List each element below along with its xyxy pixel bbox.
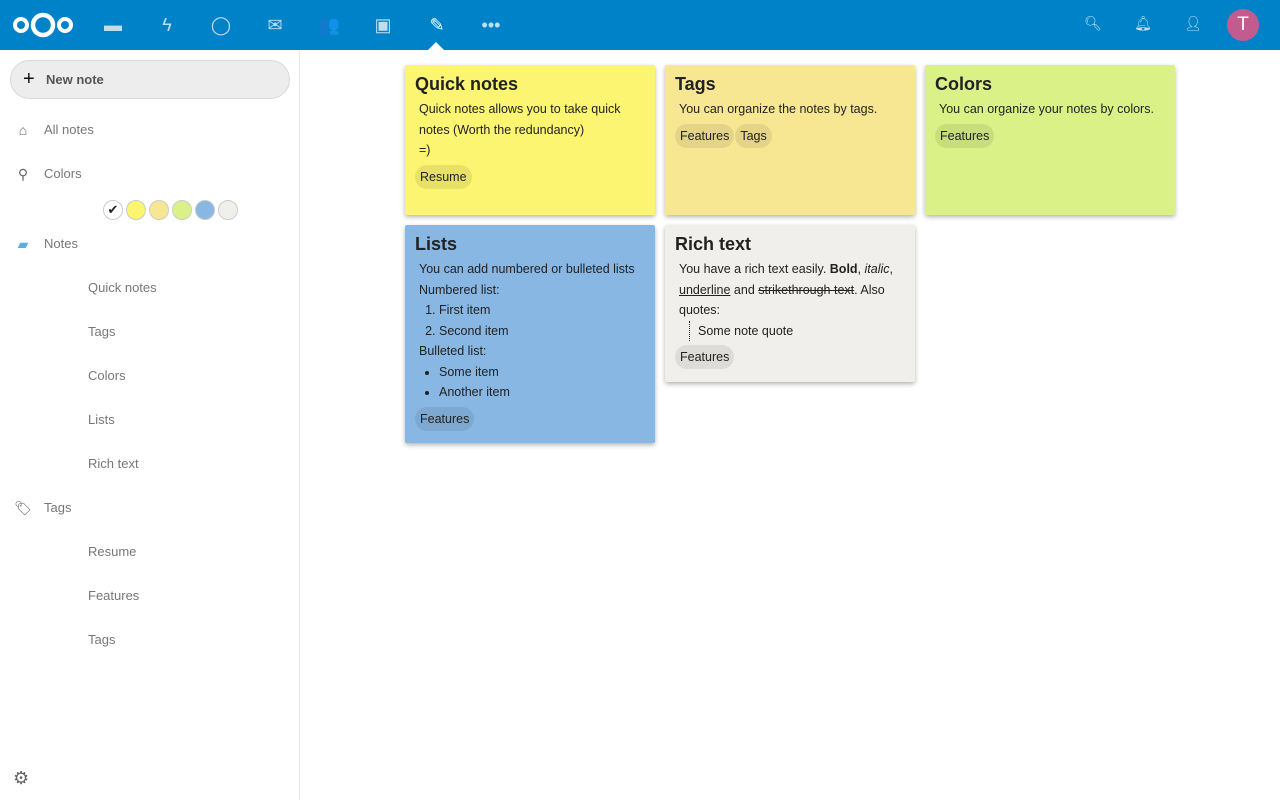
tag-chip[interactable]: Features [675,123,735,148]
color-swatch[interactable] [172,200,192,220]
note-card-tags[interactable]: Tags You can organize the notes by tags.… [665,65,915,215]
text: and [730,282,759,297]
tag-icon: 🏷︎ [14,500,32,516]
top-bar: ▬ ϟ ◯ ✉ 👥 ▣ ✎ ••• 🔍︎ 🔔︎ 👤︎ T [0,0,1280,50]
folder-icon: ▰ [17,236,29,252]
list-item: Another item [439,382,645,403]
underline-text: underline [679,282,731,297]
note-card-quick-notes[interactable]: Quick notes Quick notes allows you to ta… [405,65,655,215]
label: Resume [88,544,137,559]
sidebar: + New note ⌂ All notes ⚲ Colors ✔ ▰ Notes Qu… [0,50,300,800]
color-swatch-all[interactable]: ✔ [103,200,123,220]
sidebar-subitem[interactable]: Lists [0,398,300,442]
contacts-menu-icon[interactable]: 👤︎ [1184,15,1202,31]
note-text: You can organize your notes by colors. [939,102,1154,116]
label: Rich text [88,456,139,471]
sidebar-subitem[interactable]: Tags [0,618,300,662]
list-item: Some item [439,362,645,383]
new-note-button[interactable]: + New note [10,60,290,99]
files-icon[interactable]: ▬ [104,15,122,35]
text: , [857,262,865,276]
tag-chip[interactable]: Features [935,123,995,148]
sidebar-subitem[interactable]: Quick notes [0,266,300,310]
sidebar-item-tags[interactable]: 🏷︎ Tags [0,486,300,530]
activity-icon[interactable]: ϟ [162,15,172,35]
sidebar-item-notes[interactable]: ▰ Notes [0,222,300,266]
color-swatch[interactable] [195,200,215,220]
tag-chip[interactable]: Resume [415,164,472,189]
italic-text: italic [864,262,890,276]
text: You have a rich text easily. [679,262,830,276]
note-text: Quick notes allows you to take quick not… [419,102,621,137]
tag-chip[interactable]: Tags [735,123,772,148]
quote: Some note quote [689,320,905,341]
sidebar-subitem[interactable]: Resume [0,530,300,574]
label: Lists [88,412,115,427]
active-app-indicator [428,42,444,50]
bold-text: Bold [829,262,858,276]
color-filter: ✔ [103,200,241,220]
contacts-icon[interactable]: 👥 [317,15,341,35]
sidebar-subitem[interactable]: Rich text [0,442,300,486]
more-icon[interactable]: ••• [481,15,501,35]
note-text: You can add numbered or bulleted lists [419,262,635,276]
new-note-label: New note [46,72,104,87]
note-title: Lists [415,234,458,254]
label: Features [88,588,140,603]
mail-icon[interactable]: ✉ [267,15,283,35]
label: Quick notes [88,280,157,295]
sidebar-subitem[interactable]: Features [0,574,300,618]
label: Tags [88,324,116,339]
note-card-lists[interactable]: Lists You can add numbered or bulleted l… [405,225,655,443]
sidebar-item-colors[interactable]: ⚲ Colors [0,152,300,196]
sidebar-subitem[interactable]: Colors [0,354,300,398]
strike-text: strikethrough text [758,282,855,297]
label: Tags [44,500,72,515]
text: . Also quotes: [679,282,885,318]
note-title: Tags [675,74,716,94]
search-icon[interactable]: 🔍︎ [1084,15,1102,31]
home-icon: ⌂ [18,122,28,138]
text: , [889,262,894,276]
color-swatch[interactable] [149,200,169,220]
talk-icon[interactable]: ◯ [210,15,232,35]
note-title: Rich text [675,234,752,254]
sidebar-subitem[interactable]: Tags [0,310,300,354]
note-text: Numbered list: [419,282,500,297]
note-card-colors[interactable]: Colors You can organize your notes by co… [925,65,1175,215]
list-item: First item [439,300,645,321]
color-swatch[interactable] [218,200,238,220]
bell-icon[interactable]: 🔔︎ [1134,15,1152,31]
label: Colors [44,166,82,181]
plus-icon: + [23,68,35,90]
avatar[interactable]: T [1227,9,1259,41]
color-swatch[interactable] [126,200,146,220]
note-text: Bulleted list: [419,344,487,358]
note-card-rich-text[interactable]: Rich text You have a rich text easily. B… [665,225,915,382]
calendar-icon[interactable]: ▣ [374,15,392,35]
search-icon: ⚲ [17,166,29,182]
label: All notes [44,122,94,137]
label: Colors [88,368,126,383]
note-title: Colors [935,74,993,94]
label: Tags [88,632,116,647]
note-title: Quick notes [415,74,519,94]
list-item: Second item [439,321,645,342]
tag-chip[interactable]: Features [675,345,735,369]
note-text: You have a rich text easily. Bold, itali… [679,259,905,321]
tag-chip[interactable]: Features [415,406,475,431]
sidebar-item-all-notes[interactable]: ⌂ All notes [0,108,300,152]
label: Notes [44,236,78,251]
notes-icon[interactable]: ✎ [429,15,445,35]
nextcloud-logo-icon[interactable] [12,12,74,38]
settings-gear-icon[interactable]: ⚙ [13,768,30,788]
note-text: =) [419,143,431,157]
note-text: You can organize the notes by tags. [679,102,878,116]
